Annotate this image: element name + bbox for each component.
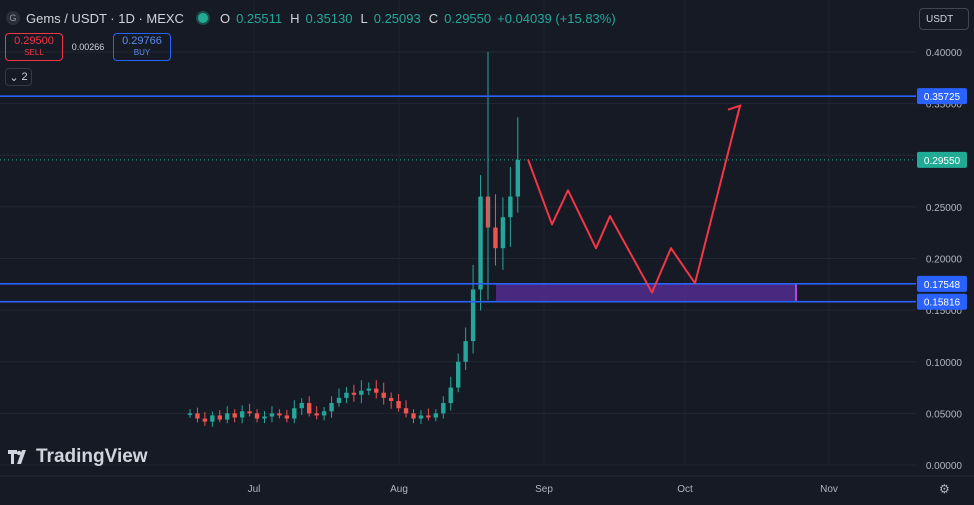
projection-path xyxy=(527,105,741,294)
y-tick-label: 0.15000 xyxy=(926,306,963,317)
low-value: 0.25093 xyxy=(373,10,421,26)
y-tick-label: 0.35000 xyxy=(926,100,963,111)
buy-button[interactable]: 0.29766 BUY xyxy=(113,33,171,61)
candle-body xyxy=(336,397,342,404)
symbol-logo-icon: G xyxy=(6,11,20,25)
candle-body xyxy=(254,413,260,419)
candle-body xyxy=(515,159,520,197)
candle-body xyxy=(508,196,513,218)
candle-body xyxy=(269,413,275,417)
candle-body xyxy=(344,392,349,398)
sell-price: 0.29500 xyxy=(14,35,54,47)
candle-body xyxy=(187,413,193,415)
candle-body xyxy=(396,400,401,409)
level-price-tag xyxy=(917,275,967,292)
y-tick-label: 0.40000 xyxy=(926,48,963,59)
currency-label: USDT xyxy=(926,13,954,25)
candle-body xyxy=(418,415,424,419)
x-tick-label: Oct xyxy=(677,484,693,495)
projection-arrowhead xyxy=(727,104,742,118)
candle-body xyxy=(284,415,290,419)
candle-body xyxy=(321,411,327,416)
candle-body xyxy=(299,403,304,409)
current-price-tag xyxy=(917,151,967,168)
trade-panel: 0.29500 SELL 0.00266 0.29766 BUY xyxy=(5,33,171,61)
x-tick-label: Jul xyxy=(248,484,261,495)
candle-body xyxy=(195,413,200,419)
candle-body xyxy=(262,416,267,419)
candle-body xyxy=(292,408,297,419)
candle-body xyxy=(470,289,476,342)
candle-body xyxy=(388,397,394,401)
high-value: 0.35130 xyxy=(305,10,353,26)
candle-body xyxy=(441,403,446,414)
sell-label: SELL xyxy=(24,48,44,57)
level-price-tag xyxy=(917,88,967,105)
open-key: O xyxy=(219,10,231,26)
candle-body xyxy=(232,413,237,418)
candle-body xyxy=(366,388,371,391)
candle-body xyxy=(381,392,386,398)
candle-body xyxy=(403,408,409,414)
y-tick-label: 0.10000 xyxy=(926,358,963,369)
candle-body xyxy=(359,390,364,395)
candle-body xyxy=(307,403,312,414)
level-price-label: 0.17548 xyxy=(924,280,961,291)
y-tick-label: 0.00000 xyxy=(926,461,963,472)
candle-body xyxy=(463,341,468,362)
symbol-header: G Gems / USDT · 1D · MEXC O 0.25511 H 0.35… xyxy=(6,9,616,27)
candle-body xyxy=(277,413,282,416)
currency-selector[interactable]: USDT xyxy=(919,8,969,30)
candle-body xyxy=(426,415,431,418)
change-value: +0.04039 (+15.83%) xyxy=(497,10,616,26)
logo-text: TradingView xyxy=(36,446,148,467)
tradingview-logo-icon xyxy=(8,450,26,464)
candle-body xyxy=(314,413,319,416)
level-price-label: 0.35725 xyxy=(924,92,961,103)
x-tick-label: Nov xyxy=(820,484,838,495)
indicators-toggle-button[interactable]: ⌄ 2 xyxy=(5,68,32,86)
gear-icon[interactable]: ⚙ xyxy=(939,482,950,496)
high-key: H xyxy=(290,10,300,26)
close-key: C xyxy=(428,10,439,26)
candle-body xyxy=(433,413,439,418)
y-tick-label: 0.20000 xyxy=(926,255,963,266)
buy-label: BUY xyxy=(133,48,151,57)
candle-body xyxy=(247,411,252,414)
open-value: 0.25511 xyxy=(236,10,283,26)
candle-body xyxy=(217,415,222,420)
y-tick-label: 0.05000 xyxy=(926,409,963,420)
support-zone xyxy=(496,283,796,302)
candle-body xyxy=(210,415,215,422)
symbol-title[interactable]: Gems / USDT · 1D · MEXC xyxy=(26,10,184,26)
y-tick-label: 0.25000 xyxy=(926,203,963,214)
buy-price: 0.29766 xyxy=(122,35,162,47)
close-value: 0.29550 xyxy=(444,10,492,26)
candle-body xyxy=(329,403,334,412)
candle-body xyxy=(493,227,498,249)
chevron-down-icon: ⌄ xyxy=(9,71,19,84)
candle-body xyxy=(225,413,230,420)
candle-body xyxy=(456,361,461,388)
candle-body xyxy=(448,387,453,404)
level-price-label: 0.15816 xyxy=(924,298,961,309)
indicators-count: 2 xyxy=(21,71,28,83)
candle-body xyxy=(202,418,208,422)
level-price-tag xyxy=(917,293,967,310)
candle-body xyxy=(239,411,245,418)
status-dot-icon xyxy=(197,13,208,23)
sell-button[interactable]: 0.29500 SELL xyxy=(5,33,63,61)
tradingview-logo: TradingView xyxy=(8,446,148,468)
candle-body xyxy=(500,217,506,249)
candle-body xyxy=(374,388,379,393)
x-tick-label: Aug xyxy=(390,484,408,495)
x-tick-label: Sep xyxy=(535,484,553,495)
candle-body xyxy=(351,392,357,395)
low-key: L xyxy=(360,10,368,26)
candle-body xyxy=(478,196,483,290)
candle-body xyxy=(411,413,416,419)
spread-value: 0.00266 xyxy=(71,42,105,52)
current-price-label: 0.29550 xyxy=(924,156,961,167)
